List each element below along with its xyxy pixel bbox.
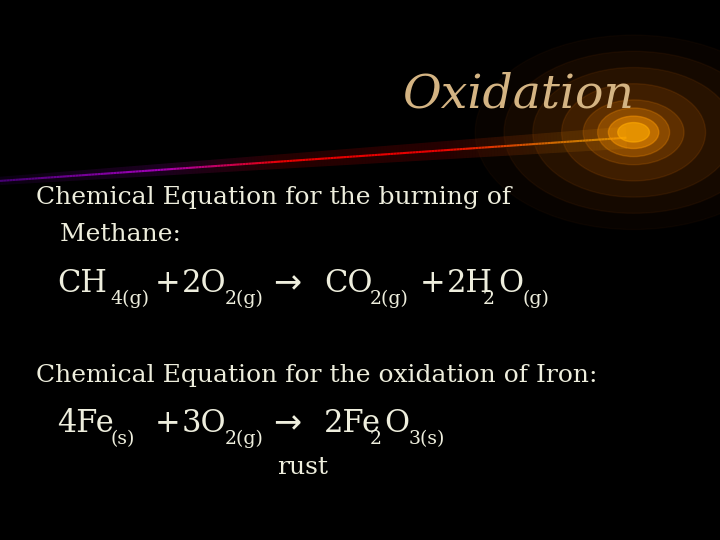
Text: Chemical Equation for the burning of: Chemical Equation for the burning of	[36, 186, 511, 208]
Ellipse shape	[618, 123, 649, 142]
Ellipse shape	[562, 84, 706, 181]
Text: Methane:: Methane:	[36, 224, 181, 246]
Text: 2O: 2O	[181, 268, 226, 299]
Text: +: +	[155, 408, 181, 440]
Ellipse shape	[475, 35, 720, 230]
Text: Chemical Equation for the oxidation of Iron:: Chemical Equation for the oxidation of I…	[36, 364, 598, 387]
Text: +: +	[420, 268, 446, 299]
Text: Oxidation: Oxidation	[402, 72, 634, 117]
Text: O: O	[384, 408, 409, 440]
Text: O: O	[498, 268, 523, 299]
Text: 3(s): 3(s)	[408, 430, 445, 448]
Text: 2: 2	[369, 430, 382, 448]
Text: 2(g): 2(g)	[225, 289, 264, 308]
Text: CH: CH	[58, 268, 107, 299]
Ellipse shape	[608, 116, 659, 148]
Text: CO: CO	[324, 268, 372, 299]
Ellipse shape	[583, 100, 684, 165]
Text: 2Fe: 2Fe	[324, 408, 381, 440]
Text: 4(g): 4(g)	[110, 289, 149, 308]
Text: rust: rust	[277, 456, 328, 478]
Ellipse shape	[504, 51, 720, 213]
Text: (s): (s)	[110, 430, 135, 448]
Text: 2: 2	[483, 289, 495, 308]
Text: →: →	[274, 267, 302, 300]
Text: →: →	[274, 407, 302, 441]
Text: (g): (g)	[523, 289, 549, 308]
Ellipse shape	[533, 68, 720, 197]
Text: 3O: 3O	[181, 408, 226, 440]
Text: 4Fe: 4Fe	[58, 408, 114, 440]
Text: 2(g): 2(g)	[369, 289, 408, 308]
Text: +: +	[155, 268, 181, 299]
Text: 2(g): 2(g)	[225, 430, 264, 448]
Ellipse shape	[598, 108, 670, 157]
Text: 2H: 2H	[446, 268, 492, 299]
